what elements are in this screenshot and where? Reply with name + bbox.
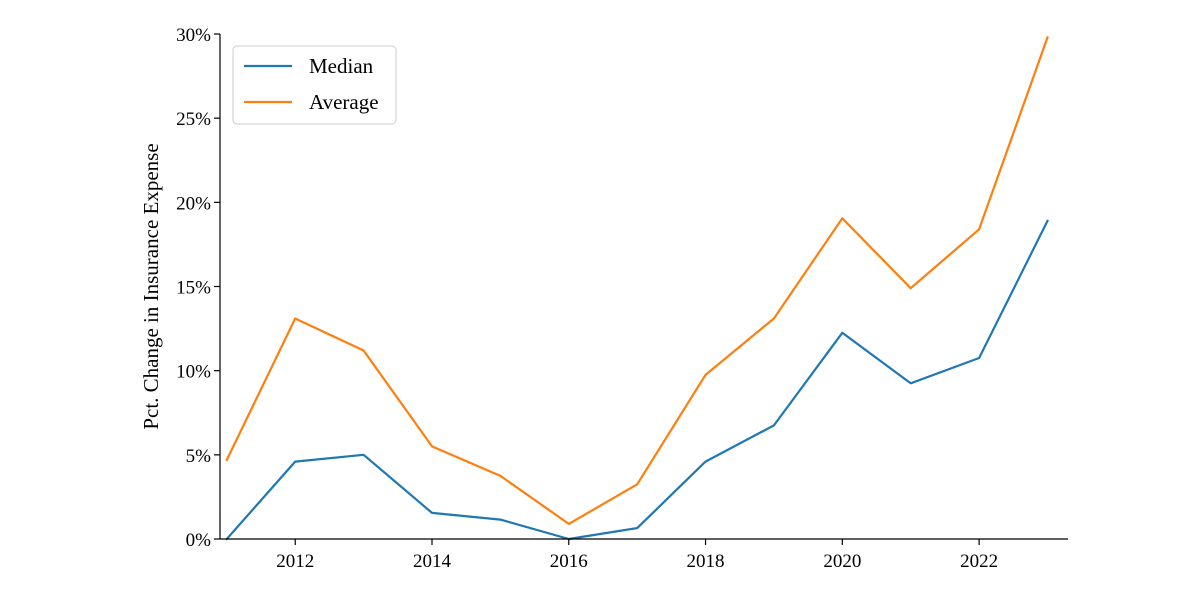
- legend-label-median: Median: [309, 54, 374, 78]
- x-tick-label: 2012: [276, 551, 314, 572]
- y-tick-label: 0%: [186, 530, 212, 551]
- y-tick-label: 20%: [176, 193, 211, 214]
- x-tick-label: 2016: [550, 551, 588, 572]
- plot-area: [225, 35, 1049, 541]
- y-tick-label: 25%: [176, 109, 211, 130]
- y-tick-label: 15%: [176, 278, 211, 299]
- y-tick-label: 30%: [176, 25, 211, 46]
- series-line-median: [225, 219, 1049, 541]
- x-tick-label: 2022: [960, 551, 998, 572]
- y-axis-title: Pct. Change in Insurance Expense: [139, 143, 163, 429]
- series-line-average: [225, 35, 1049, 526]
- legend-label-average: Average: [309, 90, 379, 114]
- axes: 0% 5% 10% 15% 20% 25% 30% 2012 2014 2016 2018 2020 2…: [176, 25, 1068, 572]
- x-tick-label: 2018: [687, 551, 725, 572]
- legend: Median Average: [232, 45, 397, 125]
- x-tick-label: 2020: [823, 551, 861, 572]
- y-tick-label: 5%: [186, 446, 212, 467]
- y-tick-label: 10%: [176, 362, 211, 383]
- x-tick-label: 2014: [413, 551, 452, 572]
